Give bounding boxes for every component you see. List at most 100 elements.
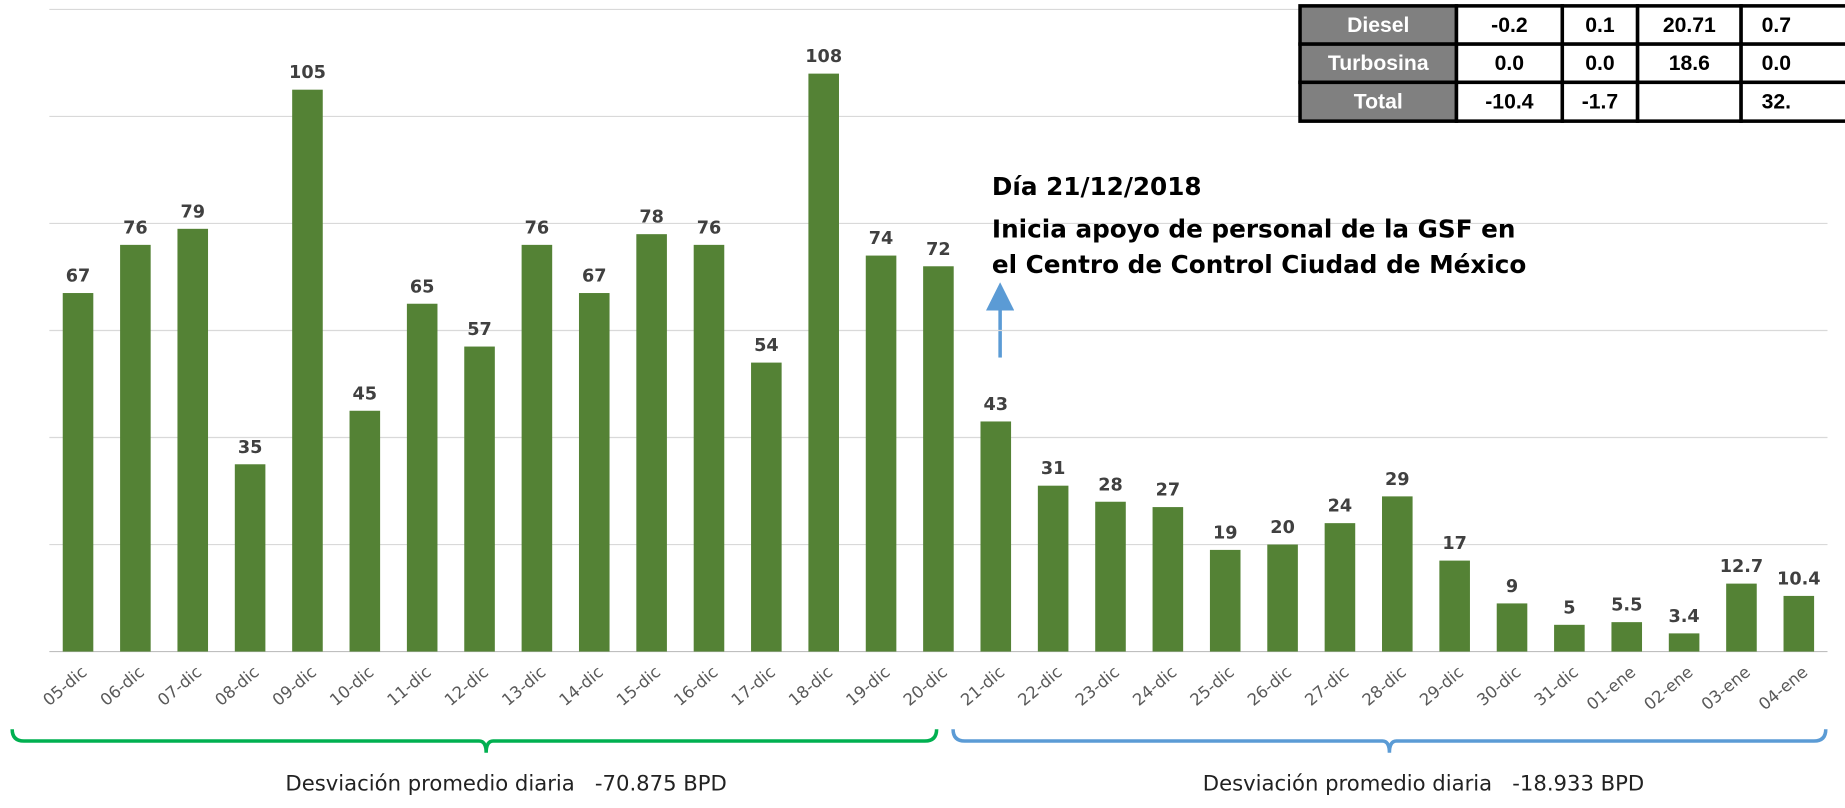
table-value: 0.0 <box>1762 52 1791 75</box>
table-cell <box>1741 44 1845 82</box>
table-value: 0.7 <box>1762 14 1791 37</box>
table-value: 0.0 <box>1585 52 1614 75</box>
value-label: 5 <box>1563 598 1575 618</box>
value-label: 12.7 <box>1720 557 1763 577</box>
table-value: -10.4 <box>1485 91 1533 114</box>
value-label: 76 <box>123 218 148 238</box>
x-tick-label: 13-dic <box>498 662 549 709</box>
bar <box>923 266 954 651</box>
bar <box>177 229 208 652</box>
bar <box>1554 625 1585 652</box>
bracket <box>12 729 936 753</box>
x-tick-label: 12-dic <box>441 662 492 709</box>
value-label: 57 <box>467 320 492 340</box>
value-label: 108 <box>805 47 842 67</box>
x-tick-label: 24-dic <box>1129 662 1180 709</box>
bar <box>522 245 553 652</box>
bar <box>63 293 94 652</box>
bar <box>1267 545 1298 652</box>
x-tick-label: 26-dic <box>1244 662 1295 709</box>
x-tick-label: 25-dic <box>1187 662 1238 709</box>
x-tick-label: 31-dic <box>1531 662 1582 709</box>
table-value: 18.6 <box>1669 52 1710 75</box>
bar <box>1726 584 1757 652</box>
value-label: 9 <box>1506 577 1518 597</box>
value-label: 43 <box>984 395 1009 415</box>
table-value: -0.2 <box>1491 14 1527 37</box>
bar <box>464 347 495 652</box>
bracket-label: Desviación promedio diaria -70.875 BPD <box>285 770 726 795</box>
bar <box>1153 507 1184 651</box>
x-tick-label: 05-dic <box>39 662 90 709</box>
value-label: 31 <box>1041 459 1066 479</box>
x-tick-label: 04-ene <box>1755 662 1811 714</box>
x-tick-label: 22-dic <box>1014 662 1065 709</box>
x-tick-label: 27-dic <box>1301 662 1352 709</box>
x-tick-label: 09-dic <box>269 662 320 709</box>
value-label: 54 <box>754 336 779 356</box>
value-label: 28 <box>1098 475 1123 495</box>
value-label: 5.5 <box>1611 596 1642 616</box>
bar <box>636 234 667 651</box>
x-tick-label: 01-ene <box>1583 662 1639 714</box>
bar <box>407 304 438 652</box>
value-label: 78 <box>639 208 664 228</box>
x-tick-label: 10-dic <box>326 662 377 709</box>
x-tick-label: 14-dic <box>556 662 607 709</box>
bar <box>1611 622 1642 651</box>
x-tick-label: 07-dic <box>154 662 205 709</box>
bar <box>350 411 381 652</box>
value-label: 10.4 <box>1777 569 1821 589</box>
bar <box>1095 502 1126 652</box>
bar <box>1325 523 1356 651</box>
bar <box>751 363 782 652</box>
bar <box>579 293 610 652</box>
bar <box>120 245 151 652</box>
x-tick-label: 19-dic <box>842 662 893 709</box>
x-tick-label: 18-dic <box>785 662 836 709</box>
bar <box>292 90 323 652</box>
value-label: 65 <box>410 277 435 297</box>
annotation: el Centro de Control Ciudad de México <box>992 250 1526 279</box>
value-label: 74 <box>869 229 894 249</box>
bar <box>1439 561 1470 652</box>
x-tick-label: 16-dic <box>670 662 721 709</box>
value-label: 67 <box>66 267 91 287</box>
x-tick-label: 17-dic <box>728 662 779 709</box>
x-tick-label: 03-ene <box>1698 662 1754 714</box>
value-label: 79 <box>180 202 205 222</box>
table-cell <box>1741 6 1845 44</box>
value-label: 105 <box>289 63 326 83</box>
bar <box>1497 603 1528 651</box>
x-tick-label: 06-dic <box>97 662 148 709</box>
value-label: 72 <box>926 240 951 260</box>
table-cell <box>1741 82 1845 121</box>
table-value: -1.7 <box>1582 91 1618 114</box>
bracket-label: Desviación promedio diaria -18.933 BPD <box>1203 770 1644 795</box>
value-label: 35 <box>238 438 263 458</box>
value-label: 76 <box>525 218 550 238</box>
chart: 6705-dic7606-dic7907-dic3508-dic10509-di… <box>0 0 1845 808</box>
annotation: Inicia apoyo de personal de la GSF en <box>992 215 1516 244</box>
row-header: Turbosina <box>1328 52 1429 75</box>
row-header: Diesel <box>1347 14 1409 37</box>
table-value: 20.71 <box>1663 14 1716 37</box>
value-label: 20 <box>1270 518 1295 538</box>
value-label: 17 <box>1442 534 1467 554</box>
table-value: 0.1 <box>1585 14 1615 37</box>
value-label: 76 <box>697 218 722 238</box>
bar <box>235 464 266 651</box>
bar <box>1038 486 1069 652</box>
annotation: Día 21/12/2018 <box>992 172 1202 201</box>
table-value: 0.0 <box>1495 52 1524 75</box>
bar <box>866 256 897 652</box>
x-tick-label: 15-dic <box>613 662 664 709</box>
value-label: 3.4 <box>1668 607 1699 627</box>
x-tick-label: 20-dic <box>900 662 951 709</box>
x-tick-label: 30-dic <box>1473 662 1524 709</box>
value-label: 24 <box>1328 497 1353 517</box>
bar <box>1669 633 1700 651</box>
x-tick-label: 23-dic <box>1072 662 1123 709</box>
row-header: Total <box>1354 91 1403 114</box>
bar <box>1382 496 1413 651</box>
